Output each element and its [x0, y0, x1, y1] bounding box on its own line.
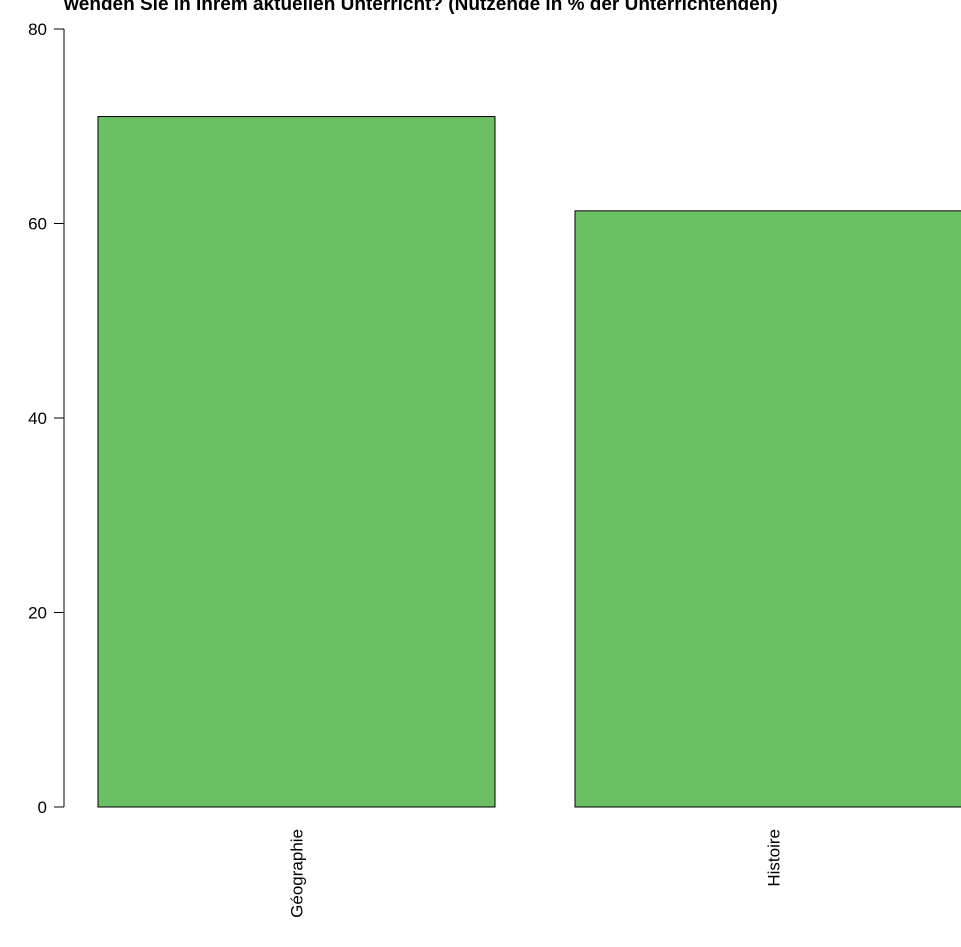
y-tick-label: 20	[28, 604, 47, 623]
y-tick-label: 0	[38, 798, 47, 817]
y-tick-label: 40	[28, 409, 47, 428]
x-category-label: Histoire	[765, 829, 784, 887]
y-axis-ticks: 0 20 40 60 80	[28, 20, 64, 817]
x-category-label: Géographie	[288, 829, 307, 918]
bars-group	[97, 116, 961, 808]
bar-g-ographie	[97, 116, 496, 808]
bar-histoire	[574, 210, 961, 808]
chart-title: wenden Sie in Ihrem aktuellen Unterricht…	[63, 0, 778, 15]
y-tick-label: 80	[28, 20, 47, 39]
x-axis-labels: Géographie Histoire	[288, 829, 784, 918]
y-tick-label: 60	[28, 215, 47, 234]
